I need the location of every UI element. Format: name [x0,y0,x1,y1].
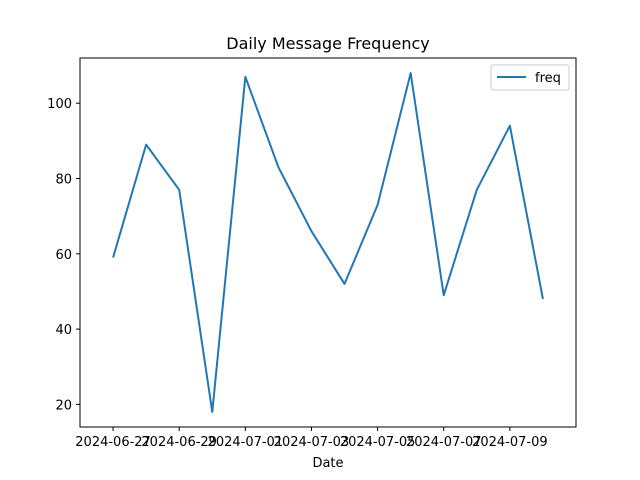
legend-box [490,64,570,91]
x-tick-label: 2024-06-29 [141,435,217,450]
y-tick-label: 100 [47,97,72,112]
plot-frame [79,57,577,428]
x-tick-label: 2024-07-03 [274,435,350,450]
x-tick-label: 2024-07-09 [472,435,548,450]
x-tick-label: 2024-06-27 [75,435,151,450]
y-tick-label: 20 [55,398,72,413]
x-tick-label: 2024-07-01 [208,435,284,450]
legend-label: freq [535,71,561,86]
legend: freq [490,64,570,91]
y-tick-label: 40 [55,323,72,338]
x-axis-label: Date [312,456,343,471]
x-axis: 2024-06-272024-06-292024-07-012024-07-03… [75,427,548,450]
series-line-freq [112,72,544,413]
plot-series [112,72,544,413]
x-tick-label: 2024-07-05 [340,435,416,450]
y-tick-label: 80 [55,172,72,187]
chart-title: Daily Message Frequency [226,34,429,53]
y-axis: 20 40 60 80 100 [47,97,80,413]
x-tick-label: 2024-07-07 [406,435,482,450]
y-tick-label: 60 [55,248,72,263]
